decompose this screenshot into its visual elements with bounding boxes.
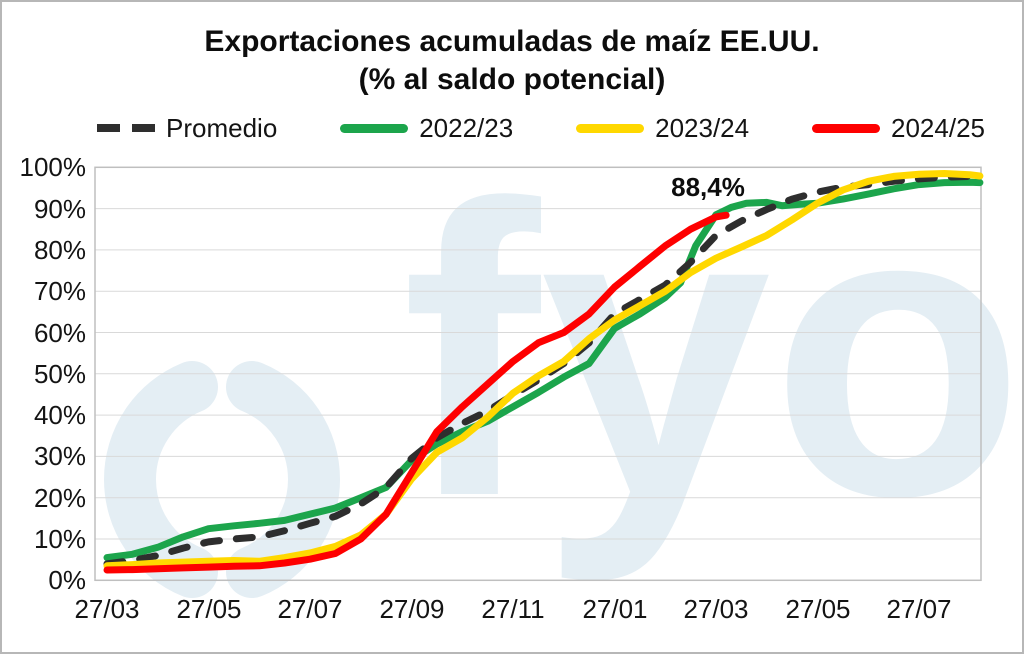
series-line-2024-25 <box>103 211 730 574</box>
x-tick-label: 27/09 <box>379 594 445 624</box>
legend-swatch-icon <box>340 123 409 133</box>
x-tick-label: 27/01 <box>582 594 648 624</box>
plot-border <box>94 166 982 582</box>
legend-item-promedio: Promedio <box>97 113 277 144</box>
x-tick-label: 27/07 <box>277 594 343 624</box>
y-tick-label: 10% <box>33 524 86 554</box>
y-tick-label: 0% <box>48 565 86 595</box>
y-tick-label: 70% <box>33 276 86 306</box>
data-label-2024-25: 88,4% <box>671 172 745 202</box>
x-tick-label: 27/11 <box>481 594 545 624</box>
chart-subtitle: (% al saldo potencial) <box>358 63 666 96</box>
x-tick-label: 27/05 <box>785 594 851 624</box>
y-tick-label: 20% <box>33 483 86 513</box>
legend-label: 2022/23 <box>419 112 514 143</box>
chart-title: Exportaciones acumuladas de maíz EE.UU. <box>204 25 820 58</box>
legend-swatch-icon <box>576 123 645 133</box>
x-tick-label: 27/05 <box>176 594 242 624</box>
series-line-2022-23 <box>103 178 984 562</box>
watermark-text: fyo <box>402 118 1024 585</box>
legend-item-2024-25: 2024/25 <box>812 113 985 144</box>
watermark-paren-left-icon <box>104 361 218 598</box>
x-tick-label: 27/07 <box>886 594 952 624</box>
legend: Promedio 2022/23 2023/24 2024/25 <box>97 110 985 146</box>
legend-swatch-icon <box>97 124 155 132</box>
legend-item-2023-24: 2023/24 <box>576 113 749 144</box>
x-tick-label: 27/03 <box>74 594 140 624</box>
y-tick-label: 40% <box>33 400 86 430</box>
y-tick-label: 90% <box>33 194 86 224</box>
y-tick-label: 50% <box>33 359 86 389</box>
y-tick-label: 100% <box>19 152 87 182</box>
x-tick-label: 27/03 <box>683 594 749 624</box>
legend-swatch-icon <box>812 123 881 133</box>
y-tick-label: 30% <box>33 441 86 471</box>
legend-label: 2023/24 <box>655 112 750 143</box>
legend-item-2022-23: 2022/23 <box>340 113 513 144</box>
series-line-2023-24 <box>103 170 984 570</box>
watermark-paren-right-icon <box>226 361 340 598</box>
legend-label: 2024/25 <box>891 112 985 143</box>
legend-label: Promedio <box>166 112 278 143</box>
y-tick-label: 60% <box>33 318 86 348</box>
y-tick-label: 80% <box>33 235 86 265</box>
